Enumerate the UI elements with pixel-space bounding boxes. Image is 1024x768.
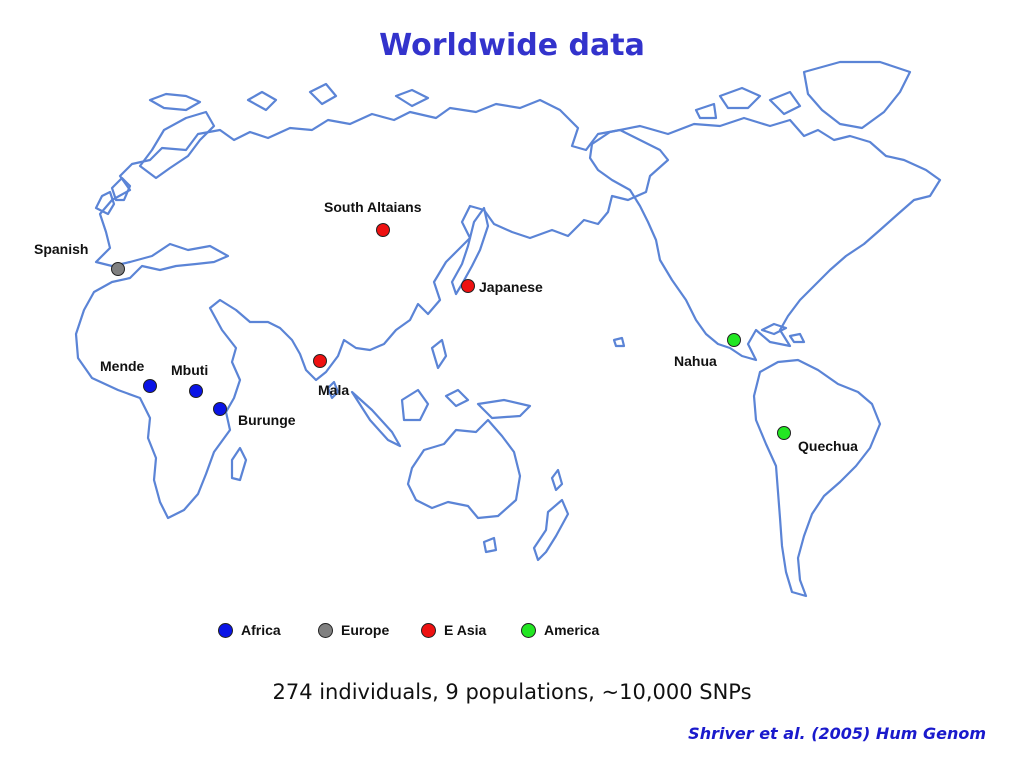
south-america-outline xyxy=(752,358,882,598)
population-label-japanese: Japanese xyxy=(479,279,543,295)
caribbean-outline xyxy=(760,322,806,344)
tasmania-new-zealand-outline xyxy=(482,468,570,562)
madagascar-outline xyxy=(230,446,248,482)
greenland-outline xyxy=(802,60,912,130)
british-isles-outline xyxy=(94,176,132,216)
legend-dot-europe xyxy=(318,622,333,638)
population-label-nahua: Nahua xyxy=(674,353,717,369)
canadian-arctic-outline xyxy=(694,86,802,120)
population-label-mende: Mende xyxy=(100,358,145,374)
arctic-islands-outline xyxy=(148,82,430,112)
summary-text: 274 individuals, 9 populations, ~10,000 … xyxy=(272,680,752,704)
legend-item-america: America xyxy=(521,622,599,638)
se-asia-islands-outline xyxy=(350,338,532,448)
sri-lanka-outline xyxy=(326,380,340,400)
population-marker-spanish[interactable] xyxy=(111,262,125,276)
legend-dot-africa xyxy=(218,622,233,638)
legend-item-e-asia: E Asia xyxy=(421,622,486,638)
legend-label-e-asia: E Asia xyxy=(444,622,487,638)
population-marker-mala[interactable] xyxy=(313,354,327,368)
legend-item-europe: Europe xyxy=(318,622,389,638)
population-label-mala: Mala xyxy=(318,382,350,398)
population-marker-quechua[interactable] xyxy=(777,426,791,440)
page-title: Worldwide data xyxy=(379,28,645,63)
legend-dot-e-asia xyxy=(421,622,436,638)
eurasia-africa-outline xyxy=(74,98,670,520)
legend-label-europe: Europe xyxy=(341,622,390,638)
population-marker-burunge[interactable] xyxy=(213,402,227,416)
legend-item-africa: Africa xyxy=(218,622,281,638)
population-marker-mbuti[interactable] xyxy=(189,384,203,398)
pacific-islands-outline xyxy=(612,336,626,348)
north-america-outline xyxy=(588,116,942,362)
population-label-mbuti: Mbuti xyxy=(171,362,209,378)
legend-label-america: America xyxy=(544,622,600,638)
australia-outline xyxy=(406,418,522,520)
population-marker-japanese[interactable] xyxy=(461,279,475,293)
population-marker-mende[interactable] xyxy=(143,379,157,393)
population-marker-nahua[interactable] xyxy=(727,333,741,347)
scandinavia-outline xyxy=(138,110,216,180)
citation-text: Shriver et al. (2005) Hum Genom xyxy=(688,724,986,743)
population-label-spanish: Spanish xyxy=(34,241,89,257)
population-label-quechua: Quechua xyxy=(798,438,858,454)
population-marker-south-altaians[interactable] xyxy=(376,223,390,237)
legend-dot-america xyxy=(521,622,536,638)
legend-label-africa: Africa xyxy=(241,622,281,638)
population-label-burunge: Burunge xyxy=(238,412,296,428)
population-label-south-altaians: South Altaians xyxy=(324,199,422,215)
